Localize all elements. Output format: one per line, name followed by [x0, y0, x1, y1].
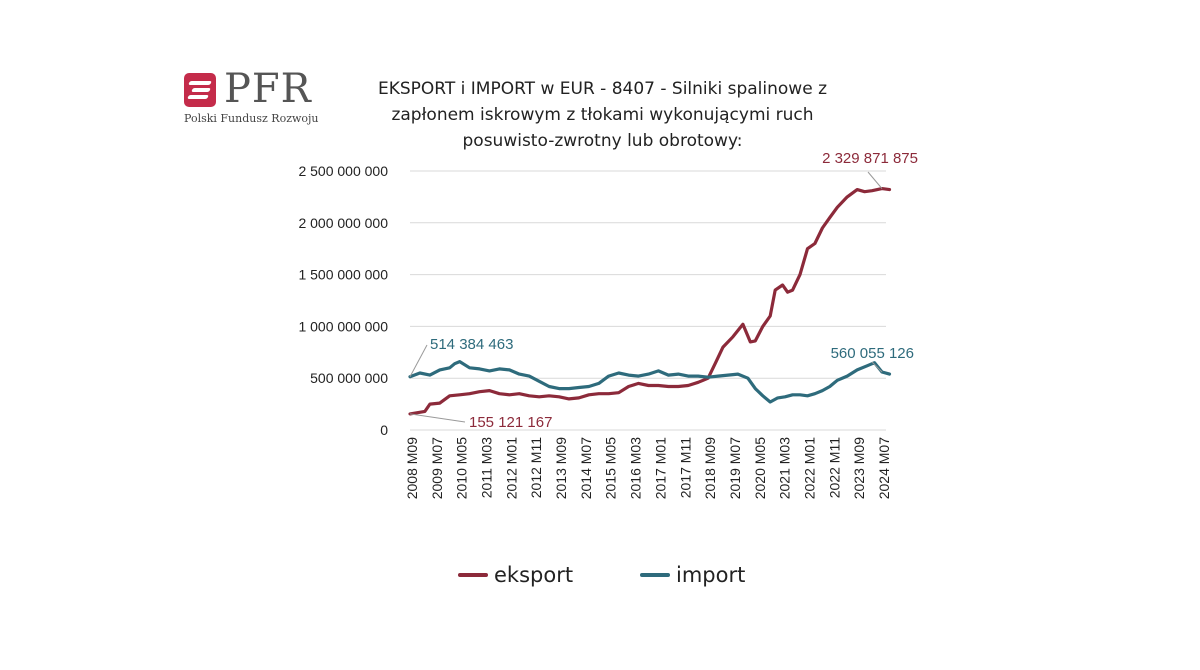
x-tick-label: 2022 M11	[826, 437, 842, 498]
x-tick-label: 2015 M05	[603, 437, 619, 499]
annotation-leader-line	[409, 344, 428, 377]
legend-label-eksport: eksport	[494, 563, 574, 587]
data-label: 155 121 167	[469, 414, 552, 431]
chart-title-line: posuwisto-zwrotny lub obrotowy:	[462, 131, 743, 151]
x-tick-label: 2022 M01	[801, 437, 817, 499]
x-tick-label: 2016 M03	[628, 437, 644, 499]
y-tick-label: 2 000 000 000	[298, 215, 388, 231]
x-tick-label: 2021 M03	[777, 437, 793, 499]
legend-item-eksport: eksport	[458, 560, 573, 590]
chart-title-line: EKSPORT i IMPORT w EUR - 8407 - Silniki …	[377, 79, 827, 99]
x-tick-label: 2008 M09	[404, 437, 420, 499]
x-tick-label: 2013 M09	[553, 437, 569, 499]
x-tick-label: 2017 M01	[652, 437, 668, 499]
legend-label-import: import	[676, 563, 746, 587]
pfr-logo: PFR Polski Fundusz Rozwoju	[180, 66, 330, 130]
x-tick-label: 2024 M07	[876, 437, 892, 499]
logo-subtitle: Polski Fundusz Rozwoju	[184, 112, 319, 125]
x-tick-label: 2018 M09	[702, 437, 718, 499]
pfr-logo-icon	[184, 73, 216, 107]
chart-title-line: zapłonem iskrowym z tłokami wykonującymi…	[391, 105, 814, 125]
y-tick-label: 1 500 000 000	[298, 267, 388, 283]
x-tick-label: 2012 M11	[528, 437, 544, 498]
series-line-eksport	[408, 187, 892, 416]
y-tick-label: 500 000 000	[310, 370, 388, 386]
annotation-leader-line	[409, 413, 466, 423]
y-tick-label: 1 000 000 000	[298, 318, 388, 334]
y-tick-label: 0	[380, 422, 388, 438]
annotation-leader-line	[871, 361, 883, 373]
x-tick-label: 2017 M11	[677, 437, 693, 498]
x-tick-label: 2011 M03	[479, 437, 495, 498]
x-tick-label: 2014 M07	[578, 437, 594, 499]
legend-item-import: import	[640, 560, 745, 590]
series-line-import	[408, 360, 892, 404]
chart-legend: eksport import	[458, 560, 778, 590]
y-tick-label: 2 500 000 000	[298, 163, 388, 179]
annotation-leader-line	[867, 171, 883, 189]
chart-title: EKSPORT i IMPORT w EUR - 8407 - Silniki …	[360, 76, 845, 154]
x-tick-label: 2009 M07	[429, 437, 445, 499]
data-label: 514 384 463	[430, 336, 513, 353]
x-tick-label: 2010 M05	[454, 437, 470, 499]
logo-text: PFR	[224, 66, 312, 112]
data-label: 560 055 126	[831, 345, 914, 362]
x-tick-label: 2019 M07	[727, 437, 743, 499]
data-label: 2 329 871 875	[822, 150, 918, 167]
legend-swatch-eksport	[458, 573, 488, 577]
x-tick-label: 2012 M01	[503, 437, 519, 499]
x-tick-label: 2020 M05	[752, 437, 768, 499]
legend-swatch-import	[640, 573, 670, 577]
x-tick-label: 2023 M09	[851, 437, 867, 499]
